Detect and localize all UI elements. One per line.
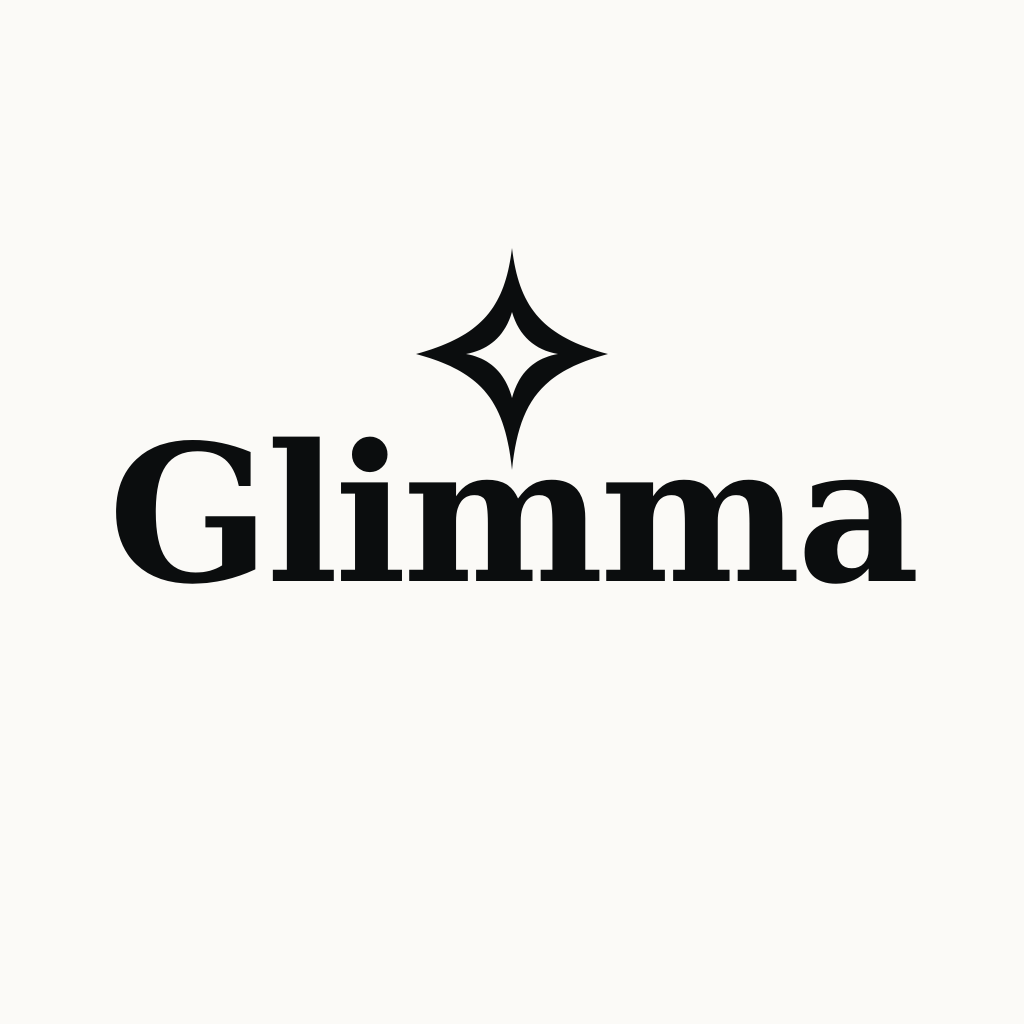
sparkle-outline bbox=[416, 248, 608, 470]
brand-wordmark: Glimma bbox=[108, 403, 920, 626]
sparkle-icon bbox=[416, 248, 608, 470]
